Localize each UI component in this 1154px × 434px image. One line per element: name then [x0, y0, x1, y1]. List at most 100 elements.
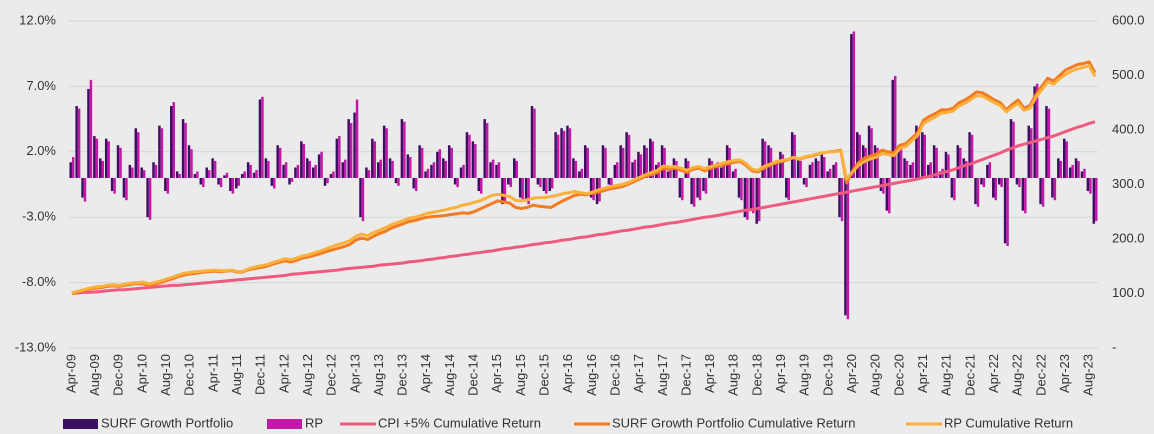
bar [976, 177, 980, 207]
bar [300, 141, 303, 178]
bar [1071, 164, 1074, 178]
bar [929, 162, 932, 178]
bar [284, 162, 288, 178]
bar [649, 138, 652, 178]
bar [704, 177, 708, 194]
bar [1051, 177, 1054, 198]
x-tick-label: Apr-17 [631, 354, 646, 393]
bar [361, 177, 365, 222]
bar [1095, 177, 1098, 222]
bar [959, 147, 962, 178]
bar [1057, 158, 1060, 178]
bar [592, 177, 595, 201]
bar [870, 128, 873, 178]
bar [604, 147, 607, 178]
bar [237, 177, 241, 186]
bar [974, 177, 977, 205]
bar [71, 157, 75, 178]
bar [550, 177, 554, 189]
bar [365, 167, 368, 178]
bar [160, 128, 164, 178]
bar [719, 167, 723, 178]
y-tick-label: -3.0% [22, 209, 56, 224]
bar [1080, 171, 1084, 178]
bar [903, 158, 906, 178]
bar [306, 158, 309, 178]
bar [450, 147, 453, 178]
bar [876, 147, 879, 178]
line [71, 64, 1097, 295]
bar [850, 34, 853, 178]
bar [308, 160, 311, 178]
bar [444, 160, 448, 178]
bar [779, 151, 782, 178]
bar [290, 177, 294, 182]
bar [353, 112, 356, 178]
bar [394, 177, 398, 184]
bar [1041, 177, 1045, 207]
bar [471, 141, 475, 178]
bar [828, 168, 832, 178]
bar [1018, 177, 1021, 188]
bar [172, 102, 175, 178]
bar [566, 125, 569, 178]
x-tick-label: Aug-15 [513, 354, 528, 396]
bar [619, 145, 622, 178]
bar [1033, 86, 1036, 178]
bar [376, 162, 380, 178]
bar [796, 158, 800, 178]
bar [391, 160, 394, 178]
bar [379, 159, 382, 178]
bar [442, 158, 445, 178]
bar [917, 128, 921, 178]
bar [909, 164, 912, 178]
x-tick-label: Apr-11 [205, 354, 220, 392]
bar [211, 158, 214, 178]
bar [915, 125, 918, 178]
bar [261, 96, 264, 178]
y2-tick-label: 200.0 [1112, 230, 1145, 245]
bar [746, 177, 749, 220]
bar [75, 106, 78, 178]
x-tick-label: Aug-16 [584, 354, 599, 396]
bar [982, 177, 986, 188]
x-tick-label: Apr-14 [418, 354, 433, 393]
bar [140, 167, 143, 178]
bar [231, 177, 235, 194]
bar [474, 143, 477, 178]
bar [158, 125, 161, 178]
y-tick-label: 7.0% [26, 78, 56, 93]
bar [264, 158, 268, 178]
legend-label: CPI +5% Cumulative Return [378, 415, 541, 430]
bar [164, 177, 167, 192]
bar [414, 177, 418, 192]
bar [607, 177, 611, 185]
bar [314, 164, 317, 178]
bar [317, 154, 321, 178]
bar [355, 99, 359, 178]
bar [817, 160, 820, 178]
x-tick-label: Aug-19 [797, 354, 812, 396]
bar [645, 147, 649, 178]
bar [388, 158, 392, 178]
x-tick-label: Aug-17 [655, 354, 670, 396]
bar [651, 141, 654, 178]
bar [864, 147, 867, 178]
bar [663, 147, 666, 178]
bar [122, 177, 126, 198]
bar [542, 177, 546, 192]
bar [447, 145, 451, 178]
bar [749, 177, 753, 211]
bar [601, 145, 605, 178]
bar [956, 145, 960, 178]
bar [341, 162, 344, 178]
bar [225, 172, 229, 178]
bar [456, 177, 459, 188]
bar [743, 177, 747, 218]
y-tick-label: 12.0% [19, 12, 56, 27]
bar [944, 151, 948, 178]
bar [207, 170, 211, 178]
x-tick-label: Dec-11 [253, 354, 268, 395]
bar [947, 154, 950, 178]
